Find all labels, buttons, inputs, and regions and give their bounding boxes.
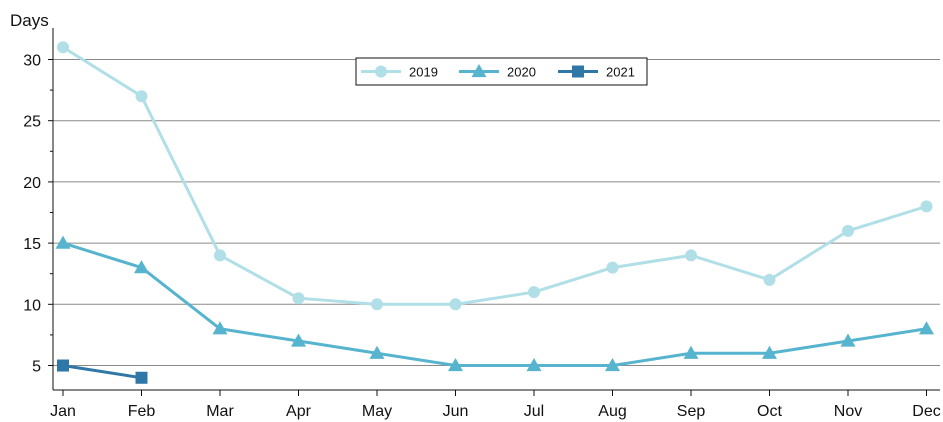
- legend-box: [355, 57, 648, 86]
- data-point-2021-feb: [135, 371, 148, 384]
- data-point-2019-may: [371, 298, 383, 311]
- y-tick-label-5: 5: [32, 359, 41, 376]
- data-point-2020-nov: [840, 333, 856, 347]
- x-tick-label-feb: Feb: [128, 403, 156, 420]
- legend-marker-2021: [572, 65, 584, 78]
- data-point-2019-aug: [606, 261, 619, 274]
- data-point-2019-jul: [528, 286, 540, 299]
- data-point-2020-mar: [212, 321, 228, 335]
- data-point-2019-nov: [842, 224, 854, 237]
- data-point-2019-mar: [214, 249, 226, 262]
- data-point-2020-jan: [55, 235, 71, 249]
- legend-marker-2020: [471, 64, 487, 78]
- data-point-2019-apr: [292, 292, 305, 305]
- data-point-2020-oct: [762, 345, 777, 359]
- y-tick-label-20: 20: [23, 175, 41, 192]
- legend-item-2021: 2021: [558, 65, 635, 80]
- x-tick-label-aug: Aug: [598, 403, 626, 420]
- series-line-2021: [62, 364, 142, 380]
- legend-label-2020: 2020: [507, 65, 536, 80]
- data-point-2020-sep: [683, 345, 699, 359]
- data-point-2019-feb: [135, 90, 148, 103]
- gridlines: [53, 58, 940, 367]
- x-tick-label-may: May: [362, 403, 392, 420]
- legend-item-2020: 2020: [459, 64, 536, 80]
- x-tick-label-jul: Jul: [524, 403, 544, 420]
- legend-label-2021: 2021: [606, 65, 635, 80]
- x-tick-label-jan: Jan: [50, 403, 76, 420]
- legend-item-2019: 2019: [361, 65, 438, 80]
- data-point-2019-dec: [920, 200, 933, 213]
- series-2021: [57, 359, 148, 384]
- data-point-2019-sep: [685, 249, 697, 262]
- series-2020: [55, 235, 934, 372]
- x-tick-label-sep: Sep: [677, 403, 706, 420]
- data-point-2020-dec: [919, 321, 934, 335]
- y-tick-label-10: 10: [23, 297, 41, 314]
- x-tick-label-oct: Oct: [757, 403, 782, 420]
- legend: 2019 2020 2021: [355, 57, 648, 86]
- series-2019: [57, 41, 933, 311]
- y-tick-label-15: 15: [23, 236, 41, 253]
- axes: 5 10 15 20 25 30 Jan Feb Mar Apr May Jun Jul Aug Sep Oc…: [23, 28, 941, 420]
- y-tick-label-25: 25: [23, 114, 41, 131]
- data-point-2020-aug: [605, 358, 620, 372]
- x-tick-label-apr: Apr: [286, 403, 312, 420]
- series-group: [55, 41, 934, 384]
- data-point-2019-jun: [449, 298, 462, 311]
- data-point-2019-jan: [57, 41, 69, 54]
- data-point-2020-jul: [526, 358, 542, 372]
- legend-label-2019: 2019: [409, 65, 438, 80]
- y-tick-label-30: 30: [23, 52, 41, 69]
- data-point-2021-jan: [57, 359, 69, 372]
- y-axis-label: Days: [10, 11, 49, 30]
- x-tick-label-dec: Dec: [912, 403, 940, 420]
- data-point-2020-may: [369, 345, 385, 359]
- data-point-2020-jun: [448, 358, 463, 372]
- x-tick-label-mar: Mar: [206, 403, 234, 420]
- x-tick-label-jun: Jun: [443, 403, 469, 420]
- series-line-2019: [62, 45, 927, 306]
- data-point-2020-feb: [134, 260, 149, 274]
- data-point-2020-apr: [291, 333, 306, 347]
- x-tick-label-nov: Nov: [834, 403, 862, 420]
- series-line-2020: [62, 241, 927, 368]
- legend-marker-2019: [375, 65, 387, 78]
- data-point-2019-oct: [763, 273, 776, 286]
